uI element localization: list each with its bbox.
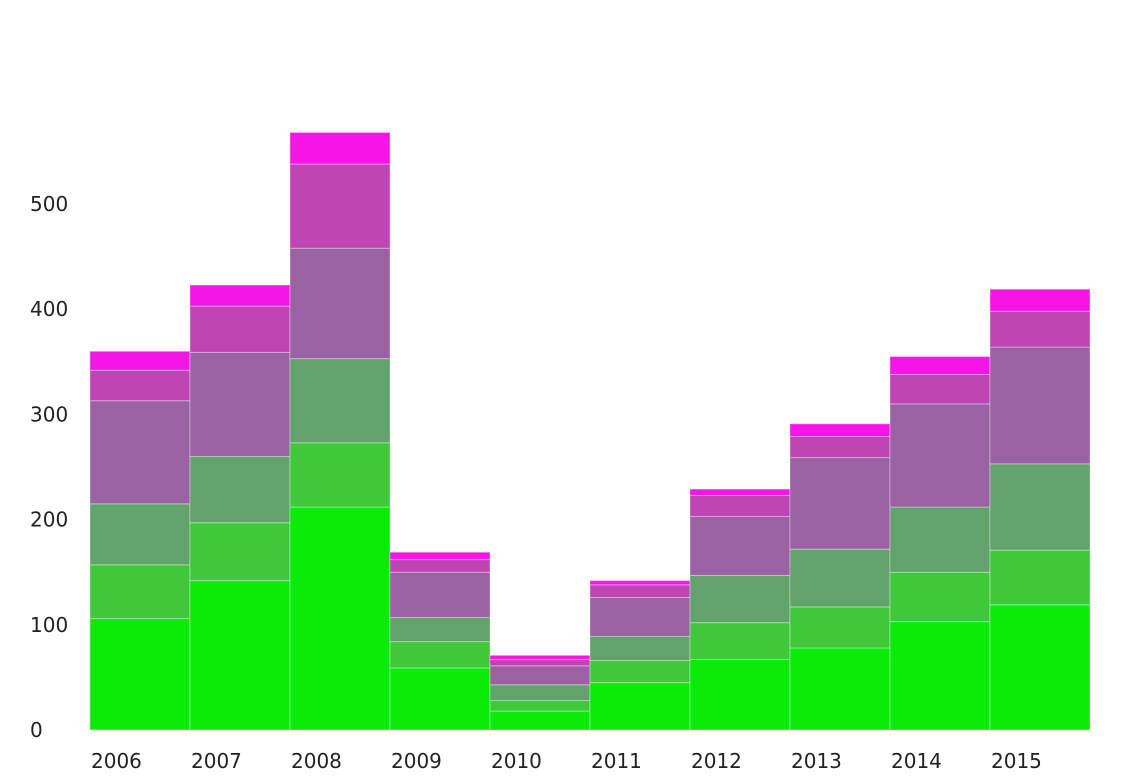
- x-axis: 2006 2007 2008 2009 2010 2011 2012 2013 2014 2015: [91, 749, 1042, 773]
- bar-2012-segment-1: [689, 659, 791, 731]
- x-tick-label-2008: 2008: [291, 749, 342, 773]
- x-tick-label-2015: 2015: [991, 749, 1042, 773]
- bar-stack-2012: [689, 488, 791, 731]
- bar-stack-2007: [189, 284, 291, 731]
- bar-2011-segment-2: [589, 660, 691, 684]
- bar-2009-segment-2: [389, 641, 491, 669]
- y-tick-label-200: 200: [30, 508, 68, 532]
- bar-stack-2006: [89, 350, 191, 731]
- bar-2011-segment-5: [589, 584, 691, 598]
- bars: [89, 131, 1091, 731]
- bar-2007-segment-1: [189, 580, 291, 731]
- bar-2015-segment-3: [989, 463, 1091, 551]
- bar-2012-segment-3: [689, 574, 791, 624]
- bar-2008-segment-2: [289, 442, 391, 508]
- bar-2007-segment-3: [189, 455, 291, 524]
- bar-stack-2013: [789, 423, 891, 731]
- bar-2010-segment-4: [489, 665, 591, 686]
- bar-stack-2014: [889, 356, 991, 731]
- bar-2015-segment-5: [989, 310, 1091, 348]
- x-tick-label-2007: 2007: [191, 749, 242, 773]
- y-tick-label-100: 100: [30, 613, 68, 637]
- bar-2013-segment-1: [789, 647, 891, 731]
- bar-2009-segment-1: [389, 667, 491, 731]
- bar-2007-segment-6: [189, 284, 291, 307]
- x-tick-label-2010: 2010: [491, 749, 542, 773]
- bar-2013-segment-2: [789, 606, 891, 649]
- bar-2014-segment-4: [889, 403, 991, 508]
- bar-2010-segment-5: [489, 659, 591, 667]
- bar-2010-segment-3: [489, 684, 591, 702]
- bar-2010-segment-2: [489, 700, 591, 712]
- bar-stack-2009: [389, 551, 491, 731]
- bar-2008-segment-4: [289, 247, 391, 360]
- bar-stack-2011: [589, 580, 691, 731]
- bar-2007-segment-2: [189, 522, 291, 582]
- x-tick-label-2009: 2009: [391, 749, 442, 773]
- x-tick-label-2014: 2014: [891, 749, 942, 773]
- x-tick-label-2006: 2006: [91, 749, 142, 773]
- bar-2014-segment-5: [889, 373, 991, 405]
- bar-2006-segment-5: [89, 369, 191, 402]
- bar-2008-segment-5: [289, 163, 391, 249]
- y-tick-label-300: 300: [30, 402, 68, 426]
- x-tick-label-2013: 2013: [791, 749, 842, 773]
- bar-2015-segment-2: [989, 549, 1091, 606]
- bar-stack-2008: [289, 131, 391, 731]
- bar-2014-segment-6: [889, 356, 991, 375]
- bar-2006-segment-4: [89, 400, 191, 505]
- bar-2009-segment-4: [389, 571, 491, 618]
- bar-2011-segment-3: [589, 635, 691, 662]
- bar-2012-segment-5: [689, 494, 791, 517]
- bar-2007-segment-5: [189, 305, 291, 353]
- bar-2015-segment-6: [989, 288, 1091, 312]
- bar-2014-segment-3: [889, 506, 991, 573]
- bar-2014-segment-2: [889, 571, 991, 623]
- bar-2006-segment-2: [89, 564, 191, 619]
- bar-2006-segment-3: [89, 503, 191, 566]
- bar-2008-segment-6: [289, 131, 391, 165]
- bar-2012-segment-4: [689, 515, 791, 576]
- bar-2006-segment-6: [89, 350, 191, 371]
- x-tick-label-2012: 2012: [691, 749, 742, 773]
- bar-2007-segment-4: [189, 351, 291, 457]
- bar-2011-segment-6: [589, 580, 691, 586]
- bar-2011-segment-1: [589, 682, 691, 731]
- bar-2013-segment-3: [789, 548, 891, 608]
- bar-2013-segment-6: [789, 423, 891, 437]
- bar-2012-segment-6: [689, 488, 791, 496]
- bar-stack-2015: [989, 288, 1091, 731]
- bar-2008-segment-3: [289, 358, 391, 444]
- bar-2014-segment-1: [889, 621, 991, 731]
- x-tick-label-2011: 2011: [591, 749, 642, 773]
- bar-2010-segment-1: [489, 710, 591, 731]
- bar-2013-segment-4: [789, 457, 891, 550]
- bar-2009-segment-3: [389, 616, 491, 643]
- bar-2006-segment-1: [89, 617, 191, 731]
- y-tick-label-0: 0: [30, 718, 43, 742]
- bar-2013-segment-5: [789, 435, 891, 459]
- y-tick-label-400: 400: [30, 297, 68, 321]
- bar-2015-segment-1: [989, 604, 1091, 731]
- bar-2010-segment-6: [489, 654, 591, 661]
- bar-2008-segment-1: [289, 506, 391, 731]
- bar-2012-segment-2: [689, 622, 791, 661]
- bar-2011-segment-4: [589, 596, 691, 637]
- bar-stack-2010: [489, 654, 591, 731]
- bar-2009-segment-6: [389, 551, 491, 561]
- bar-2015-segment-4: [989, 346, 1091, 465]
- y-tick-label-500: 500: [30, 192, 68, 216]
- bar-2009-segment-5: [389, 559, 491, 573]
- y-axis: 0 100 200 300 400 500: [30, 192, 68, 742]
